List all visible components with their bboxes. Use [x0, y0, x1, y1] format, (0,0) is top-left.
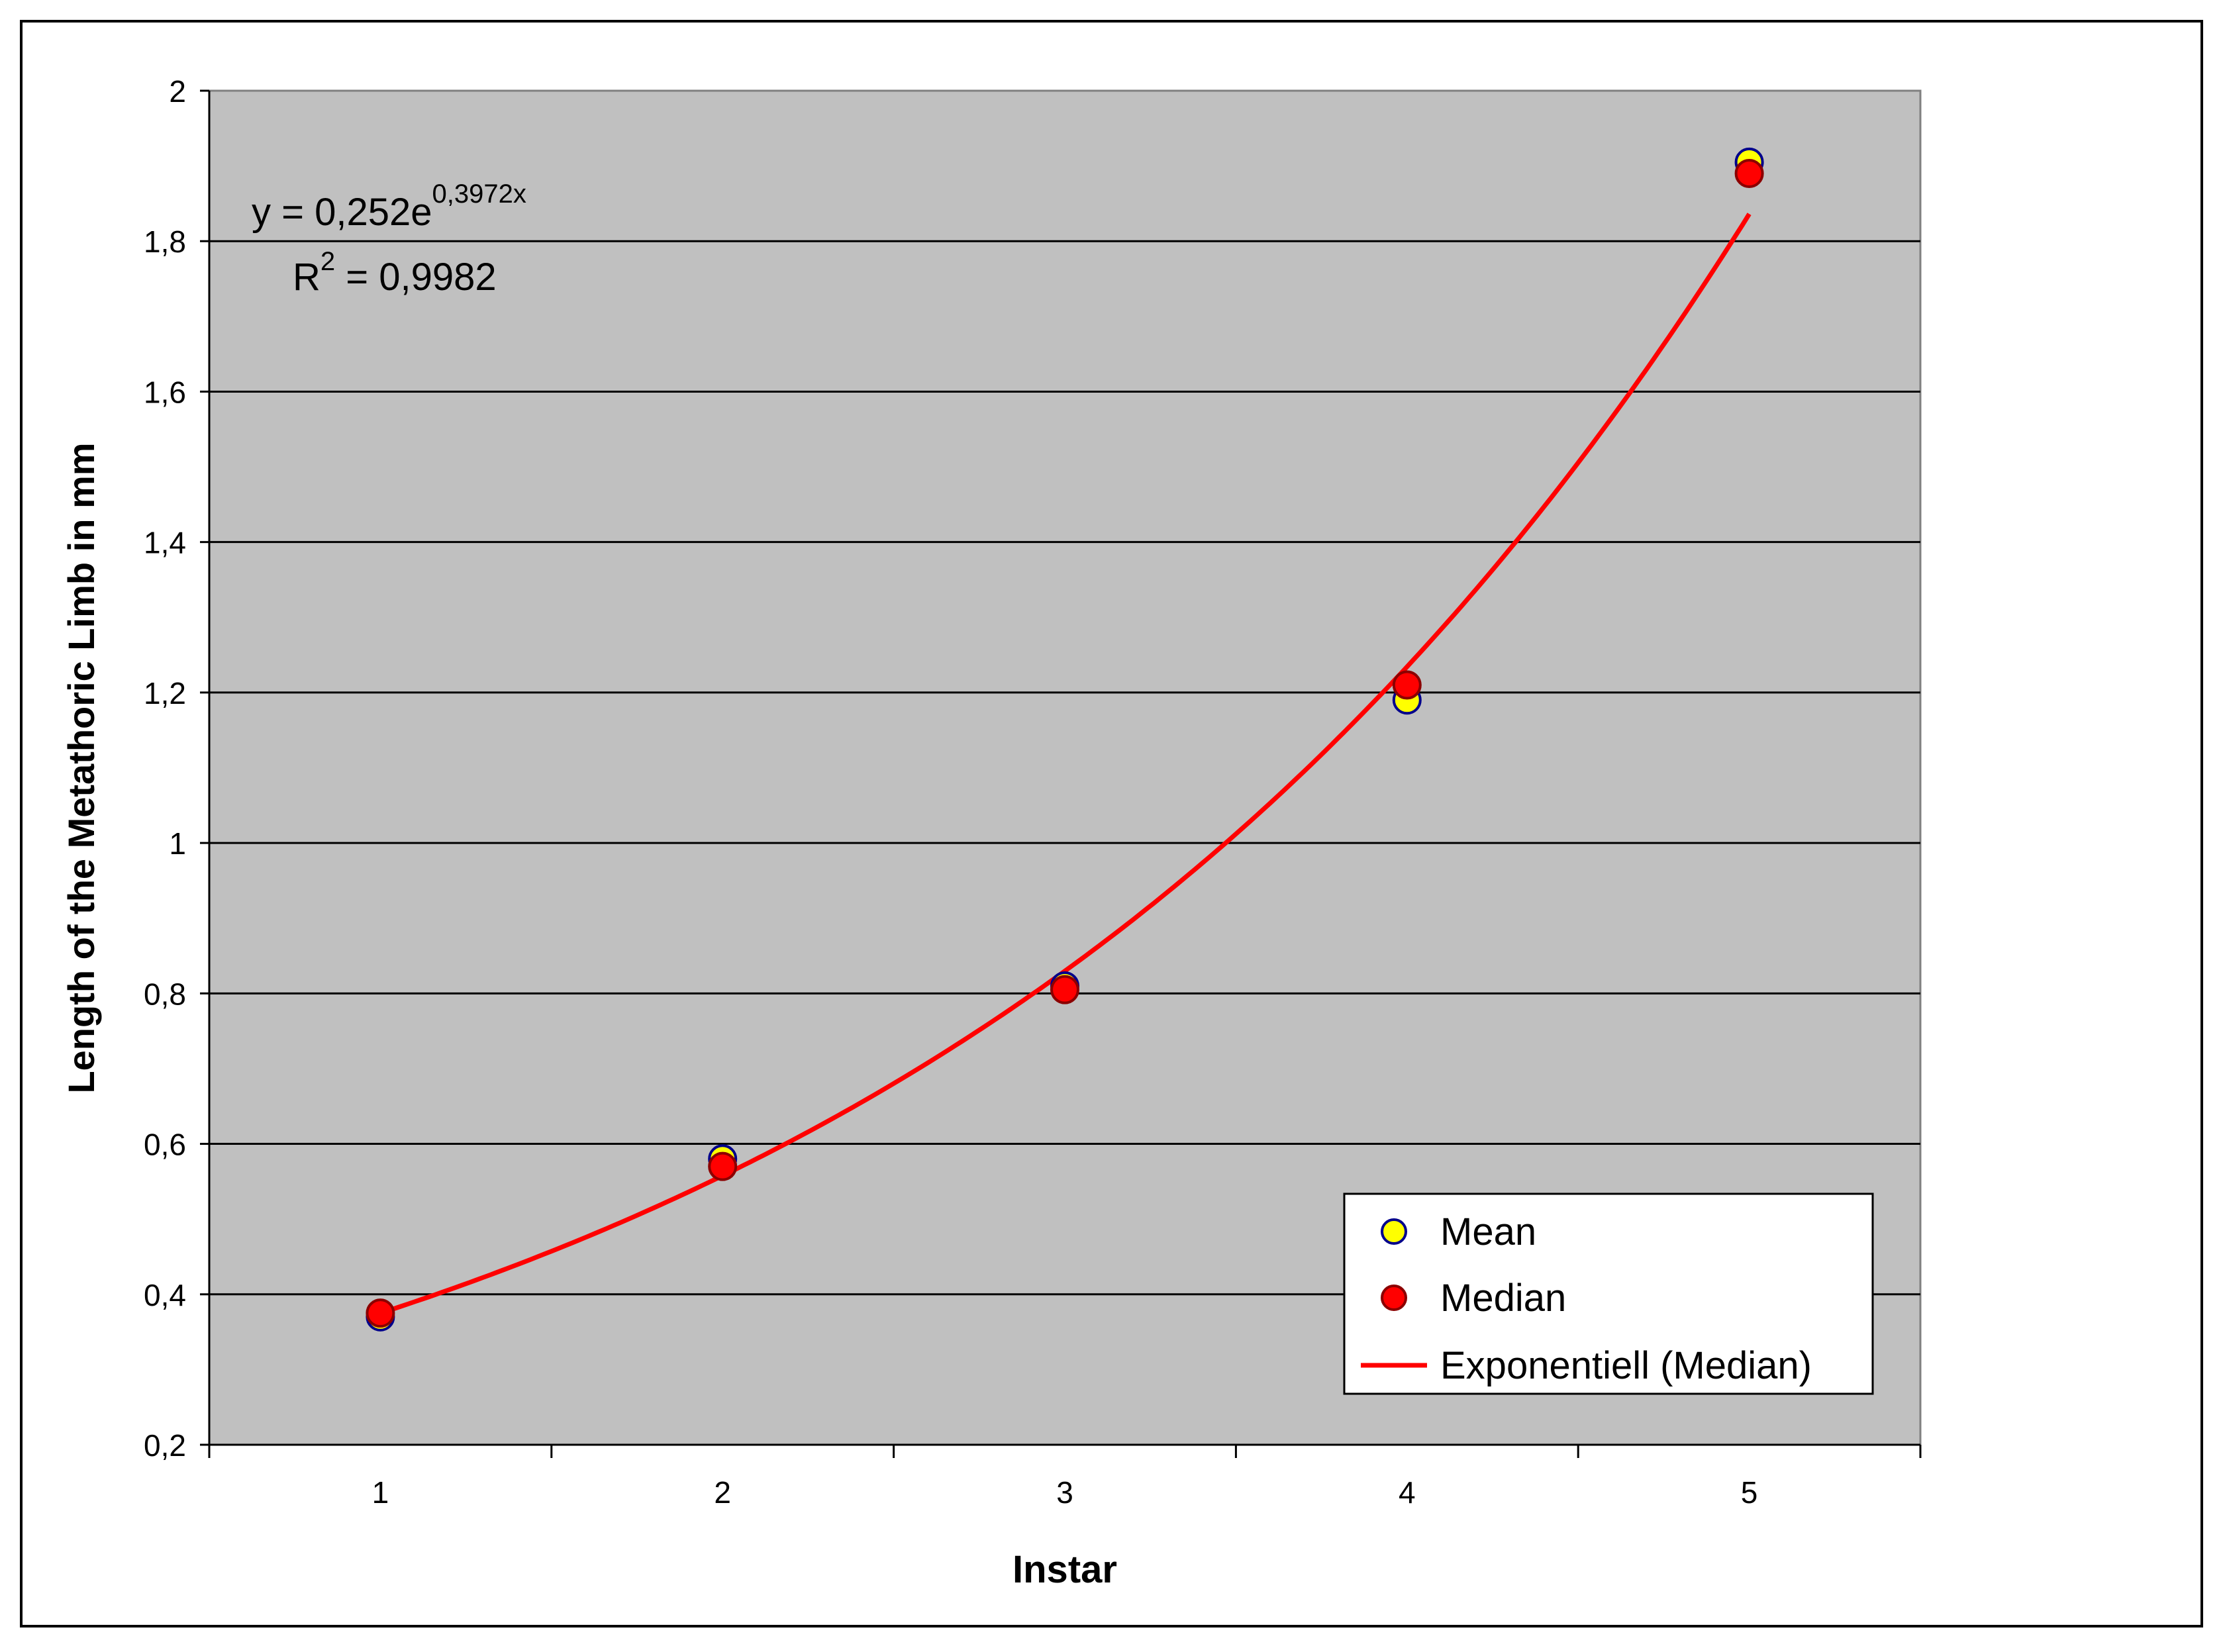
y-tick-label: 0,8 [144, 977, 186, 1011]
legend-mean-label: Mean [1440, 1210, 1536, 1253]
r-squared-label: R2 = 0,9982 [293, 247, 497, 299]
equation-exponent: 0,3972x [432, 179, 526, 209]
x-tick-label: 1 [372, 1475, 389, 1510]
y-tick-label: 2 [169, 74, 186, 109]
exponential-trendline [379, 213, 1752, 1316]
median-point [1392, 670, 1422, 700]
trendline [379, 213, 1752, 1316]
legend-box [1343, 1192, 1874, 1395]
r2-sup: 2 [321, 247, 335, 276]
median-point [708, 1151, 738, 1181]
x-tick-label: 4 [1399, 1475, 1416, 1510]
median-point [1734, 158, 1764, 188]
x-axis-label: Instar [1013, 1548, 1117, 1591]
equation-prefix: y = 0,252e [252, 191, 432, 234]
y-tick-label: 0,2 [144, 1428, 186, 1463]
r2-prefix: R [293, 256, 321, 299]
y-tick-label: 1,8 [144, 224, 186, 259]
y-tick-label: 1,4 [144, 526, 186, 560]
data-points [366, 147, 1764, 1332]
y-tick-label: 1,2 [144, 676, 186, 710]
legend-median-label: Median [1440, 1277, 1566, 1320]
x-tick-label: 5 [1741, 1475, 1758, 1510]
legend: Mean Median Exponentiell (Median) [1343, 1192, 1874, 1395]
axes: 0,2 0,4 0,6 0,8 1 1,2 1,4 1,6 1,8 2 1 2 3 4 5 [144, 74, 1922, 1510]
median-point [1050, 975, 1079, 1004]
legend-mean-marker [1381, 1218, 1407, 1245]
y-tick-label: 1,6 [144, 375, 186, 409]
equation-label: y = 0,252e0,3972x [252, 179, 526, 234]
y-axis-label: Length of the Metathoric Limb in mm [60, 442, 102, 1093]
y-tick-label: 0,6 [144, 1128, 186, 1162]
x-tick-label: 2 [714, 1475, 731, 1510]
y-tick-label: 1 [169, 826, 186, 861]
r2-suffix: = 0,9982 [335, 256, 497, 299]
legend-median-marker [1381, 1285, 1407, 1311]
median-point [366, 1298, 395, 1328]
legend-trend-label: Exponentiell (Median) [1440, 1344, 1812, 1387]
y-tick-label: 0,4 [144, 1278, 186, 1312]
x-tick-label: 3 [1056, 1475, 1073, 1510]
